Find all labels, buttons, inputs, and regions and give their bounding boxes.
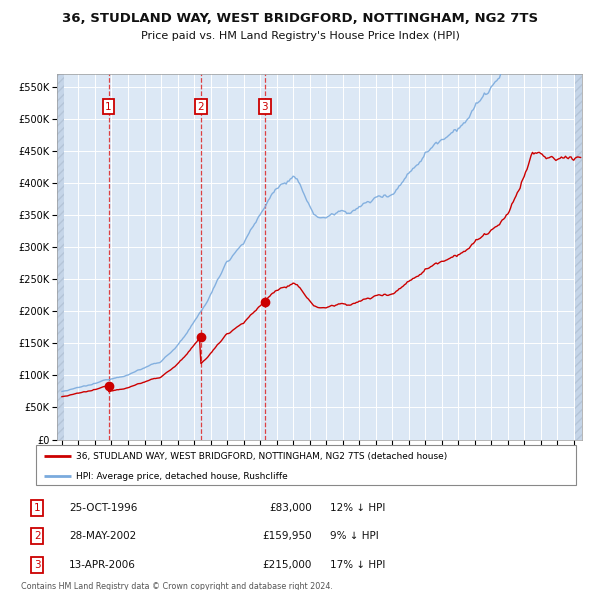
Text: 36, STUDLAND WAY, WEST BRIDGFORD, NOTTINGHAM, NG2 7TS (detached house): 36, STUDLAND WAY, WEST BRIDGFORD, NOTTIN… (77, 451, 448, 461)
Text: Contains HM Land Registry data © Crown copyright and database right 2024.: Contains HM Land Registry data © Crown c… (21, 582, 333, 590)
Text: 36, STUDLAND WAY, WEST BRIDGFORD, NOTTINGHAM, NG2 7TS: 36, STUDLAND WAY, WEST BRIDGFORD, NOTTIN… (62, 12, 538, 25)
Text: 12% ↓ HPI: 12% ↓ HPI (330, 503, 385, 513)
Text: 9% ↓ HPI: 9% ↓ HPI (330, 532, 379, 541)
Text: 1: 1 (105, 101, 112, 112)
Text: £215,000: £215,000 (263, 560, 312, 569)
Text: 1: 1 (34, 503, 41, 513)
Text: Price paid vs. HM Land Registry's House Price Index (HPI): Price paid vs. HM Land Registry's House … (140, 31, 460, 41)
Bar (57, 74, 64, 440)
Text: 28-MAY-2002: 28-MAY-2002 (69, 532, 136, 541)
Text: 3: 3 (262, 101, 268, 112)
Text: HPI: Average price, detached house, Rushcliffe: HPI: Average price, detached house, Rush… (77, 471, 288, 481)
Text: 25-OCT-1996: 25-OCT-1996 (69, 503, 137, 513)
Text: 2: 2 (34, 532, 41, 541)
Text: 2: 2 (197, 101, 204, 112)
Text: 17% ↓ HPI: 17% ↓ HPI (330, 560, 385, 569)
Text: £159,950: £159,950 (262, 532, 312, 541)
Text: 13-APR-2006: 13-APR-2006 (69, 560, 136, 569)
Text: 3: 3 (34, 560, 41, 569)
Bar (575, 74, 582, 440)
Text: £83,000: £83,000 (269, 503, 312, 513)
FancyBboxPatch shape (36, 445, 576, 485)
